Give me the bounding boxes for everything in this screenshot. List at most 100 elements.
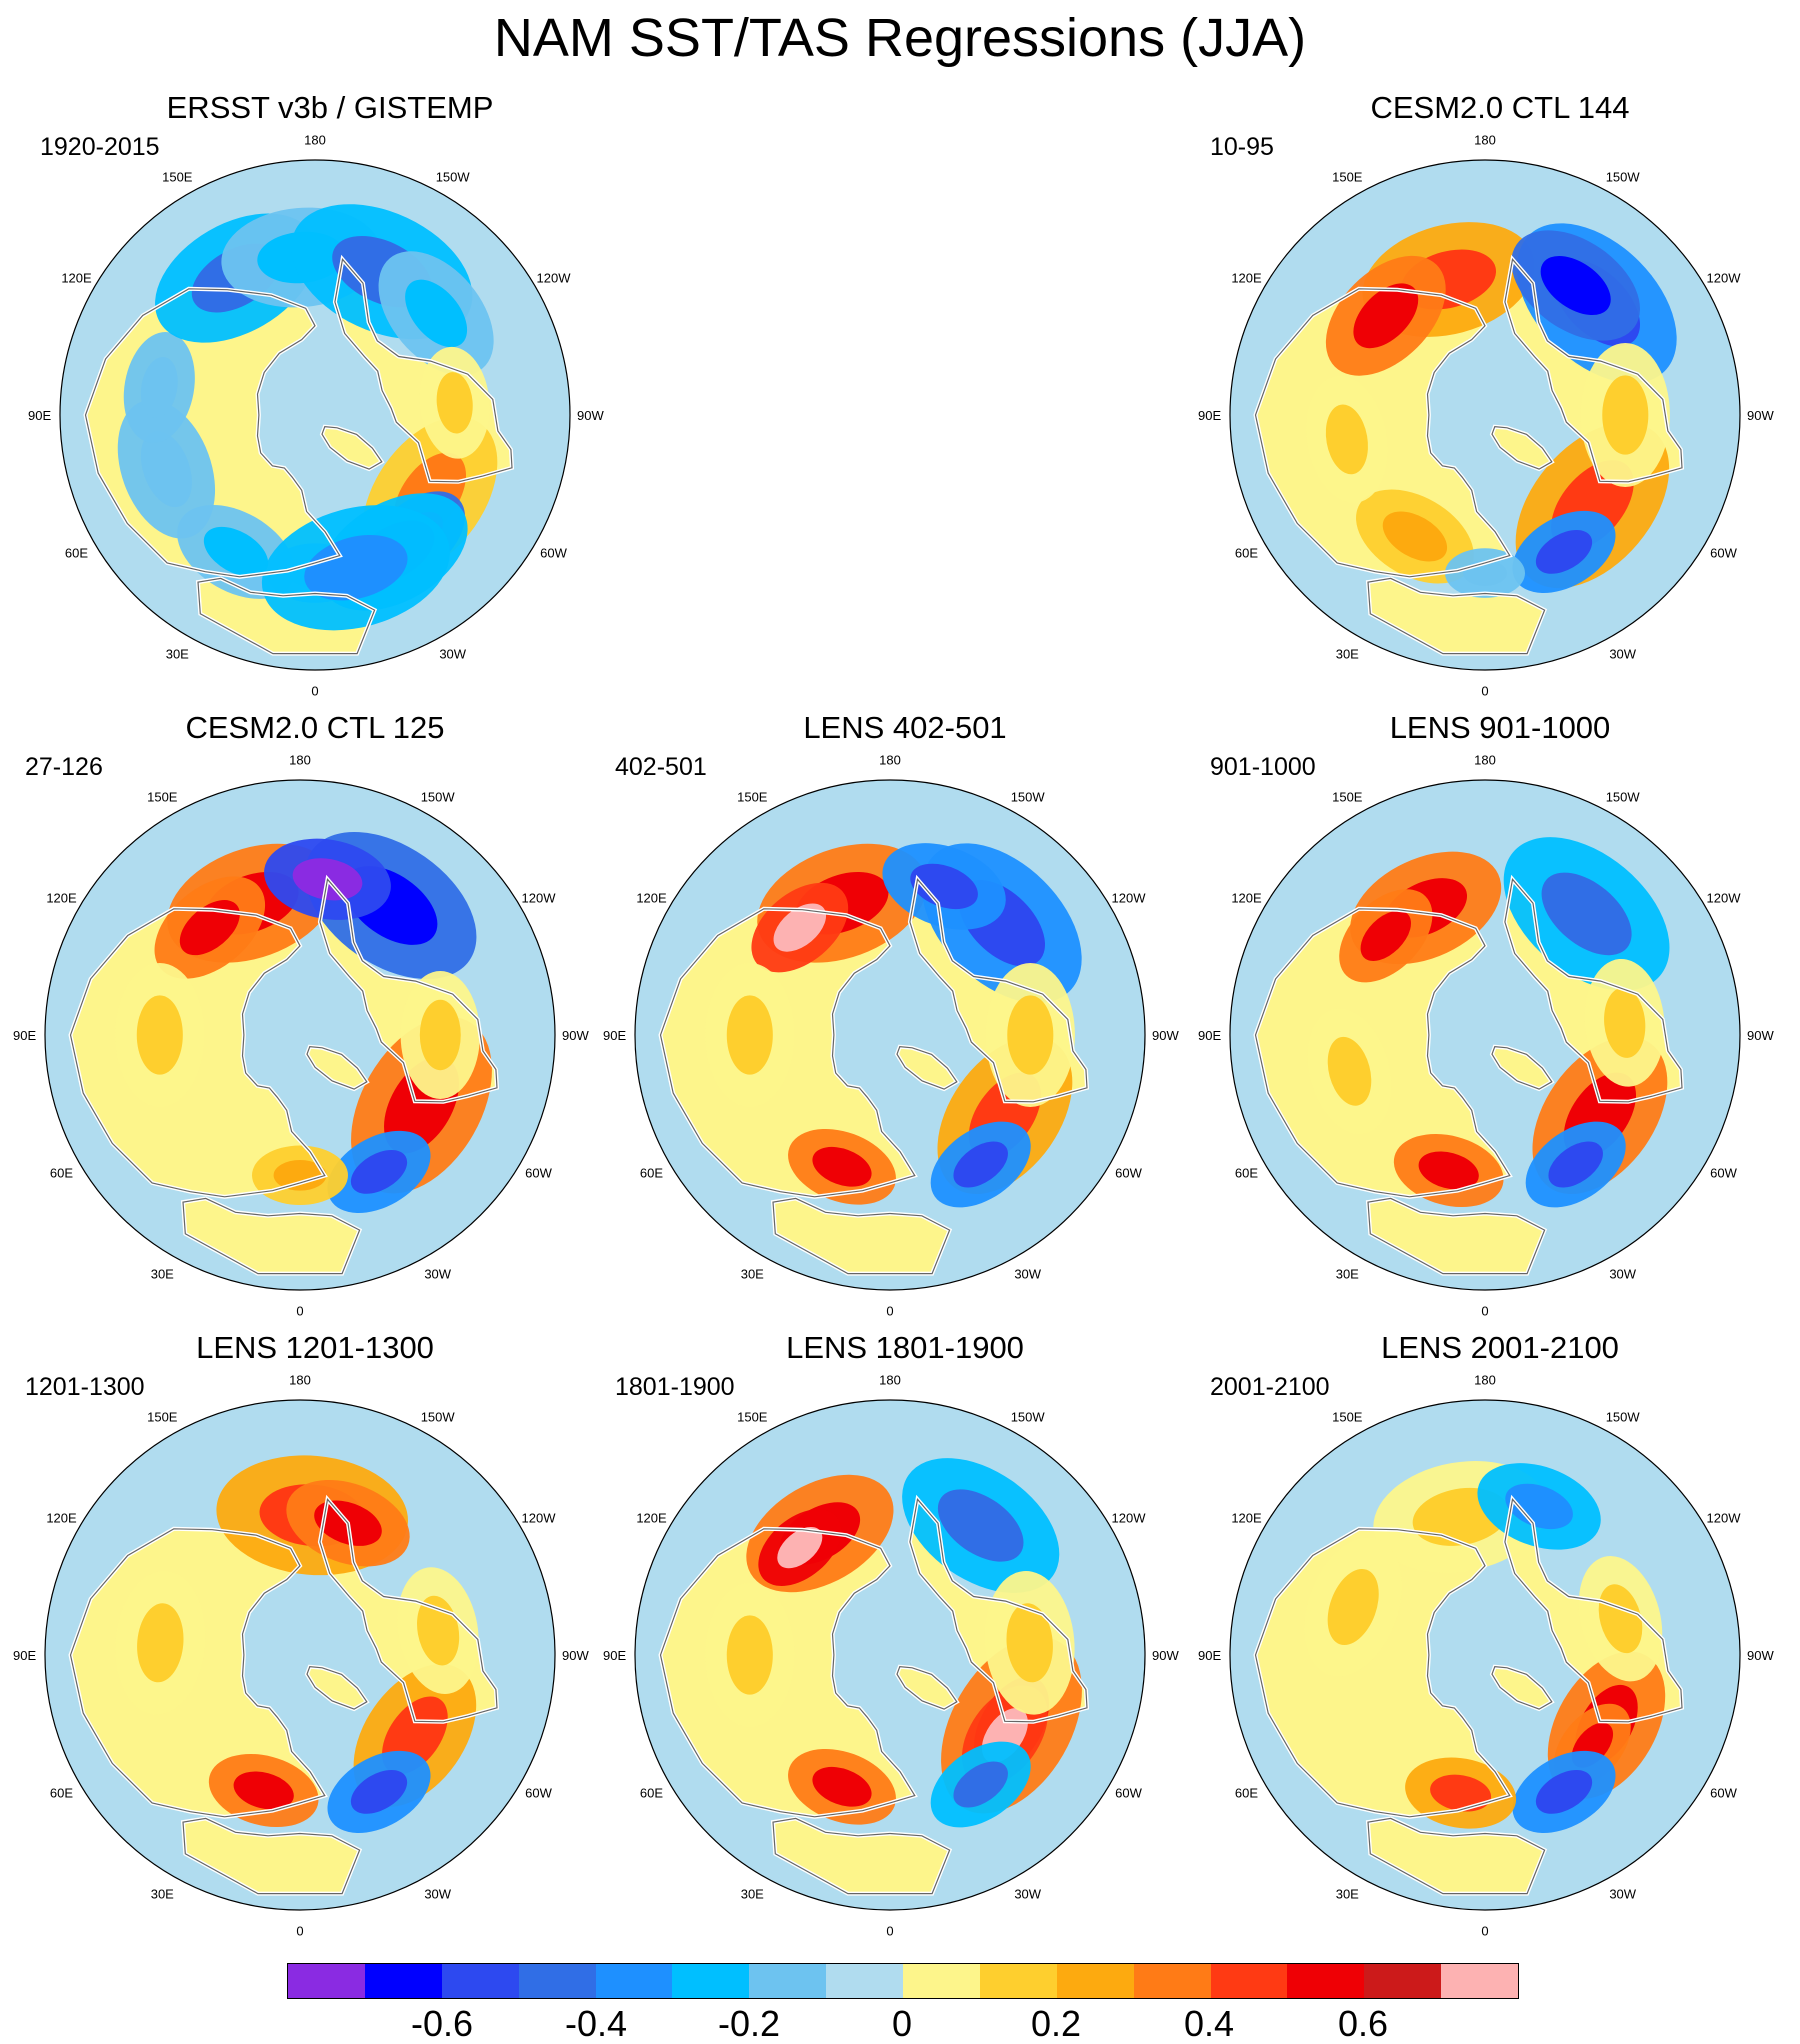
- panel-title: CESM2.0 CTL 125: [185, 710, 445, 745]
- longitude-label: 90W: [1152, 1028, 1179, 1043]
- polar-map: 180 150E 120E 90E 60E 30E 0 30W 60W 90W 120W 150W: [1198, 1373, 1774, 1939]
- anomaly-contour-core: [405, 279, 468, 348]
- map-panel-cesm-ctl-144: 180 150E 120E 90E 60E 30E 0 30W 60W 90W 120W 150W C…: [1198, 90, 1790, 699]
- colorbar-box: [1056, 1964, 1134, 1998]
- anomaly-contour-core: [1598, 1584, 1643, 1654]
- colorbar-tick-label: 0: [891, 2003, 913, 2044]
- map-border: [59, 159, 571, 671]
- colorbar-box: [595, 1964, 673, 1998]
- longitude-label: 90E: [1198, 1648, 1221, 1663]
- map-panel-observations: 180 150E 120E 90E 60E 30E 0 30W 60W 90W 120W 150W E…: [28, 90, 620, 698]
- longitude-label: 60E: [50, 1166, 73, 1181]
- longitude-label: 150E: [147, 1410, 178, 1425]
- longitude-label: 30W: [1014, 1887, 1041, 1902]
- map-panel-lens-1201: 180 150E 120E 90E 60E 30E 0 30W 60W 90W 120W 150W L…: [13, 1330, 605, 1939]
- colorbar-tick-label: 0.6: [1337, 2003, 1389, 2044]
- longitude-label: 90W: [562, 1648, 589, 1663]
- map-border: [44, 1399, 556, 1911]
- panel-period: 402-501: [615, 753, 707, 781]
- longitude-label: 30W: [1609, 1267, 1636, 1282]
- longitude-label: 60W: [1710, 546, 1737, 561]
- coastline: [1254, 1528, 1511, 1818]
- longitude-label: 150E: [162, 170, 193, 185]
- colorbar-tick-label: 0.4: [1183, 2003, 1235, 2044]
- colorbar-box: [979, 1964, 1057, 1998]
- coastline: [319, 1497, 498, 1723]
- longitude-label: 120E: [1231, 890, 1262, 905]
- coastline: [319, 877, 498, 1103]
- figure-title: NAM SST/TAS Regressions (JJA): [493, 8, 1307, 68]
- polar-map: 180 150E 120E 90E 60E 30E 0 30W 60W 90W 120W 150W: [1198, 133, 1774, 699]
- anomaly-contour-core: [273, 1159, 327, 1191]
- longitude-label: 30E: [741, 1267, 764, 1282]
- colorbar-box: [518, 1964, 596, 1998]
- anomaly-contour-core: [140, 431, 192, 508]
- longitude-label: 0: [311, 683, 318, 698]
- land-region: [322, 426, 382, 470]
- coastline: [1504, 257, 1683, 483]
- anomaly-contour-core: [1360, 910, 1411, 961]
- colorbar-box: [288, 1964, 365, 1998]
- longitude-label: 30E: [1336, 1887, 1359, 1902]
- anomaly-contour-core: [1505, 1483, 1573, 1530]
- longitude-label: 120W: [1112, 1510, 1147, 1525]
- longitude-label: 0: [296, 1303, 303, 1318]
- longitude-label: 30W: [424, 1887, 451, 1902]
- longitude-label: 120E: [46, 890, 77, 905]
- longitude-label: 60E: [50, 1786, 73, 1801]
- polar-map: 180 150E 120E 90E 60E 30E 0 30W 60W 90W 120W 150W: [1198, 753, 1774, 1319]
- longitude-label: 120E: [1231, 270, 1262, 285]
- polar-map: 180 150E 120E 90E 60E 30E 0 30W 60W 90W 120W 150W: [13, 1373, 589, 1939]
- colorbar-box: [1287, 1964, 1365, 1998]
- anomaly-contour-core: [1540, 255, 1611, 316]
- panel-title: LENS 402-501: [803, 710, 1007, 745]
- coastline: [1491, 426, 1553, 470]
- panel-period: 2001-2100: [1210, 1373, 1330, 1401]
- longitude-label: 120E: [636, 1510, 667, 1525]
- longitude-label: 150E: [737, 790, 768, 805]
- longitude-label: 180: [879, 753, 901, 768]
- colorbar-box: [672, 1964, 750, 1998]
- longitude-label: 30E: [741, 1887, 764, 1902]
- colorbar-tick-label: -0.4: [564, 2003, 628, 2044]
- longitude-label: 150W: [1606, 170, 1641, 185]
- longitude-label: 90E: [28, 408, 51, 423]
- anomaly-contour-core: [304, 535, 408, 601]
- longitude-label: 120E: [61, 270, 92, 285]
- longitude-label: 120W: [1707, 890, 1742, 905]
- coastline: [1504, 1497, 1683, 1723]
- anomaly-contour-core: [812, 1146, 872, 1187]
- longitude-label: 90W: [1747, 1648, 1774, 1663]
- longitude-label: 0: [1481, 683, 1488, 698]
- anomaly-contour-core: [1006, 1603, 1053, 1683]
- longitude-label: 150W: [1606, 790, 1641, 805]
- longitude-label: 150E: [737, 1410, 768, 1425]
- anomaly-contour-core: [1327, 1036, 1372, 1106]
- coastline: [909, 877, 1088, 1103]
- land-region: [897, 1666, 957, 1710]
- longitude-label: 60W: [525, 1786, 552, 1801]
- coastline: [334, 257, 513, 483]
- longitude-label: 180: [879, 1373, 901, 1388]
- colorbar-box: [1133, 1964, 1211, 1998]
- panel-period: 901-1000: [1210, 753, 1316, 781]
- longitude-label: 120W: [522, 1510, 557, 1525]
- coastline: [197, 577, 376, 655]
- land-region: [1492, 1666, 1552, 1710]
- longitude-label: 90E: [13, 1648, 36, 1663]
- anomaly-contour-core: [436, 372, 473, 434]
- longitude-label: 150E: [1332, 790, 1363, 805]
- anomaly-contour-core: [1353, 283, 1419, 349]
- map-panel-lens-2001: 180 150E 120E 90E 60E 30E 0 30W 60W 90W 120W 150W L…: [1198, 1330, 1790, 1939]
- longitude-label: 120W: [1707, 270, 1742, 285]
- panel-period: 27-126: [25, 753, 103, 781]
- anomaly-contour-core: [1430, 1774, 1492, 1812]
- anomaly-contour-core: [910, 863, 978, 910]
- anomaly-contour-core: [1604, 987, 1646, 1058]
- longitude-label: 150W: [1606, 1410, 1641, 1425]
- anomaly-contour-core: [233, 1771, 294, 1810]
- land-region: [1492, 426, 1552, 470]
- map-panel-lens-901: 180 150E 120E 90E 60E 30E 0 30W 60W 90W 120W 150W L…: [1198, 710, 1790, 1319]
- longitude-label: 30E: [1336, 647, 1359, 662]
- anomaly-contour-core: [140, 357, 178, 418]
